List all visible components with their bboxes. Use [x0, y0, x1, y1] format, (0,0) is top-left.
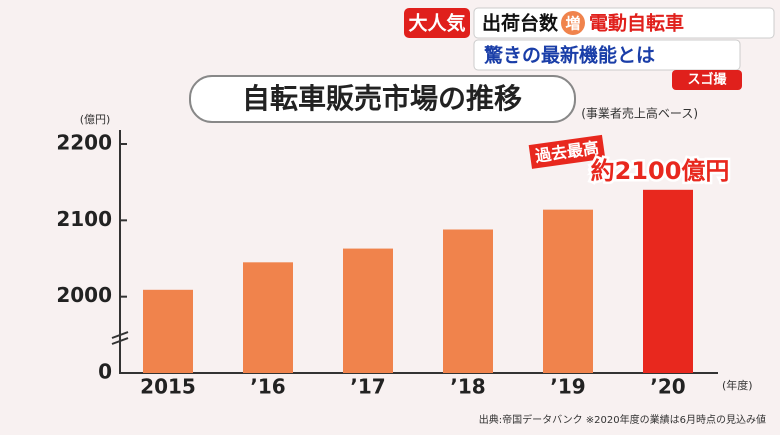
- y-tick-label: 2000: [56, 283, 112, 307]
- banner-text: 電動自転車: [589, 12, 684, 35]
- plot: 0 2000 2100 2200 2015 ’16 ’17 ’18 ’19 ’20: [56, 131, 693, 399]
- x-unit: (年度): [722, 378, 753, 392]
- banner-mark: 増: [565, 15, 580, 33]
- x-tick-label: ’16: [250, 375, 285, 399]
- bar: [643, 189, 693, 373]
- chart-title: 自転車販売市場の推移: [242, 82, 522, 115]
- y-tick-label: 2100: [56, 207, 112, 231]
- bar: [143, 289, 193, 373]
- y-tick-label: 0: [98, 360, 112, 384]
- banner-box: [473, 39, 741, 71]
- y-tick-label: 2200: [56, 131, 112, 155]
- banner-mark-bg: [561, 11, 585, 35]
- bar: [543, 209, 593, 373]
- title-box: [189, 75, 576, 123]
- logo-box: [672, 70, 742, 90]
- x-tick-label: 2015: [140, 375, 196, 399]
- x-tick-label: ’18: [450, 375, 485, 399]
- x-tick-label: ’20: [650, 375, 685, 399]
- badge: 大人気: [408, 12, 465, 35]
- x-tick-label: ’17: [350, 375, 385, 399]
- y-unit: (億円): [80, 113, 111, 126]
- banner-box: [473, 7, 775, 39]
- annotation-group: 過去最高: [528, 134, 606, 169]
- x-tick-label: ’19: [550, 375, 585, 399]
- bar: [343, 248, 393, 373]
- logo: スゴ撮: [687, 72, 727, 88]
- subtitle: (事業者売上高ベース): [581, 106, 698, 121]
- annotation: 約2100億円: [591, 157, 730, 185]
- badge-box: [404, 8, 470, 38]
- banner-text: 驚きの最新機能とは: [483, 44, 655, 67]
- bar: [243, 262, 293, 373]
- bar: [443, 229, 493, 373]
- annotation-box: [528, 134, 606, 169]
- source: 出典:帝国データバンク ※2020年度の業績は6月時点の見込み値: [479, 413, 766, 426]
- axis-break: [111, 331, 129, 345]
- banner-text: 出荷台数: [482, 12, 559, 35]
